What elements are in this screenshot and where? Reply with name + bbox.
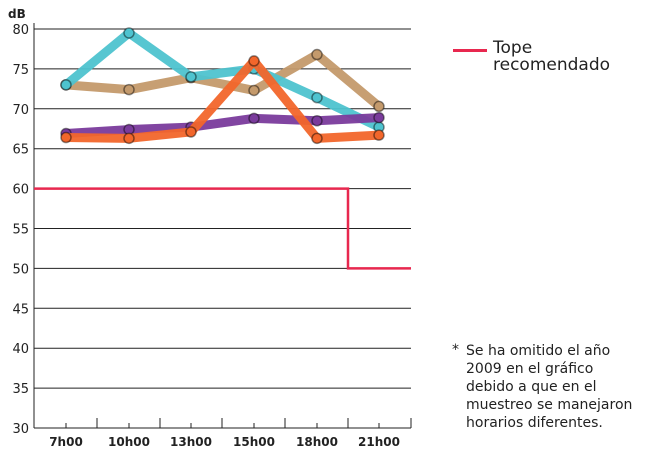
y-tick-label: 30 [12, 422, 29, 437]
footnote-text: Se ha omitido el año 2009 en el gráfico … [466, 342, 642, 432]
data-point [312, 116, 322, 126]
x-tick-label: 15h00 [233, 435, 275, 449]
data-point [61, 133, 71, 143]
y-tick-label: 35 [12, 382, 29, 397]
footnote-mark: * [452, 342, 466, 432]
legend-item-tope: Tope recomendado [453, 40, 643, 74]
x-tick-label: 10h00 [108, 435, 150, 449]
series-line [66, 118, 379, 134]
data-point [312, 133, 322, 143]
y-tick-label: 65 [12, 143, 29, 158]
y-tick-label: 75 [12, 63, 29, 78]
data-point [374, 130, 384, 140]
y-tick-label: 70 [12, 103, 29, 118]
data-point [312, 93, 322, 103]
data-point [249, 85, 259, 95]
data-point [124, 28, 134, 38]
y-tick-label: 40 [12, 342, 29, 357]
y-tick-label: 60 [12, 183, 29, 198]
x-tick-label: 7h00 [49, 435, 83, 449]
x-tick-label: 18h00 [296, 435, 338, 449]
y-axis-label: dB [8, 7, 26, 21]
y-tick-label: 50 [12, 262, 29, 277]
data-point [249, 56, 259, 66]
data-point [186, 72, 196, 82]
legend: Tope recomendado [453, 40, 643, 74]
x-tick-label: 13h00 [170, 435, 212, 449]
data-point [124, 85, 134, 95]
x-tick-label: 21h00 [358, 435, 400, 449]
y-tick-label: 55 [12, 223, 29, 238]
data-point [374, 101, 384, 111]
data-point [61, 80, 71, 90]
data-point [186, 127, 196, 137]
data-point [312, 50, 322, 60]
data-point [124, 133, 134, 143]
legend-label: Tope recomendado [493, 40, 643, 74]
legend-swatch [453, 49, 487, 52]
data-point [374, 113, 384, 123]
x-axis-ticks: 7h00 10h00 13h00 15h00 18h00 21h00 [49, 435, 400, 449]
footnote: * Se ha omitido el año 2009 en el gráfic… [452, 342, 646, 432]
series-lines [61, 28, 384, 143]
data-point [249, 113, 259, 123]
y-tick-label: 80 [12, 23, 29, 38]
y-tick-label: 45 [12, 302, 29, 317]
y-axis-ticks: 30 35 40 45 50 55 60 65 70 75 80 [12, 23, 29, 437]
